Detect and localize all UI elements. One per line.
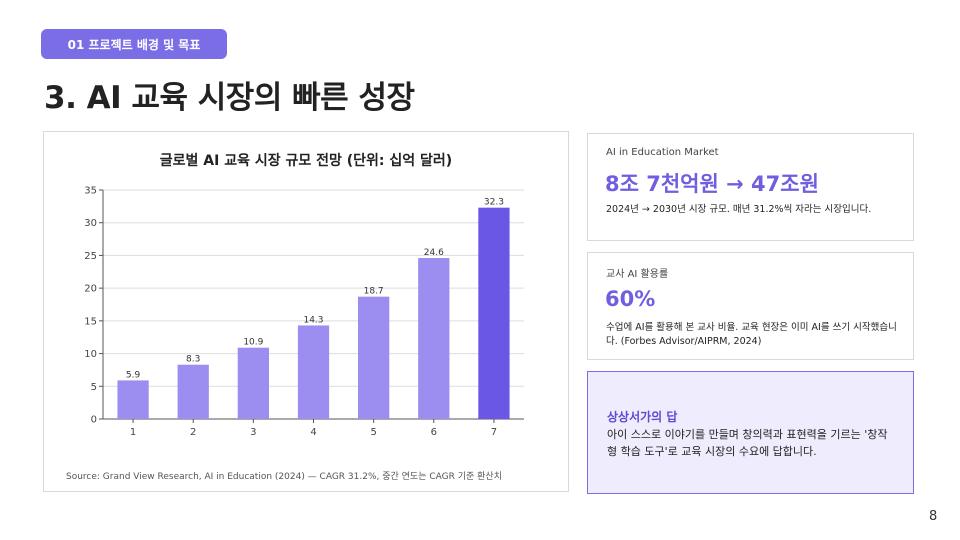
x-tick-label: 6 — [431, 427, 437, 438]
answer-card: 상상서가의 답 아이 스스로 이야기를 만들며 창의력과 표현력을 기르는 '창… — [587, 371, 914, 494]
bar-data-label: 14.3 — [303, 315, 323, 325]
chart-source: Source: Grand View Research, AI in Educa… — [66, 472, 502, 482]
y-tick-label: 5 — [91, 382, 97, 393]
teacher-ai-value: 60% — [605, 287, 656, 311]
bar-data-label: 10.9 — [243, 338, 263, 348]
x-tick-label: 1 — [130, 427, 136, 438]
bar-data-label: 5.9 — [126, 370, 141, 380]
bar-data-label: 8.3 — [186, 355, 200, 365]
bar — [358, 296, 390, 419]
bar — [237, 347, 269, 419]
market-size-card: AI in Education Market 8조 7천억원 → 47조원 20… — [587, 133, 914, 241]
x-tick-label: 7 — [491, 427, 497, 438]
teacher-ai-card: 교사 AI 활용률 60% 수업에 AI를 활용해 본 교사 비율. 교육 현장… — [587, 252, 914, 360]
y-tick-label: 25 — [84, 251, 97, 262]
x-tick-label: 3 — [250, 427, 256, 438]
bar — [418, 258, 450, 419]
answer-title: 상상서가의 답 — [607, 410, 678, 424]
y-tick-label: 35 — [84, 186, 97, 197]
y-tick-label: 10 — [84, 349, 97, 360]
x-tick-label: 5 — [370, 427, 376, 438]
page-number: 8 — [929, 509, 938, 524]
teacher-ai-label: 교사 AI 활용률 — [606, 269, 669, 280]
market-size-value: 8조 7천억원 → 47조원 — [605, 172, 819, 196]
bar — [297, 325, 330, 419]
section-badge: 01 프로젝트 배경 및 목표 — [41, 29, 227, 59]
bar-data-label: 18.7 — [364, 287, 384, 297]
x-tick-label: 2 — [190, 427, 196, 438]
market-size-label: AI in Education Market — [606, 147, 719, 158]
market-size-desc: 2024년 → 2030년 시장 규모. 매년 31.2%씩 자라는 시장입니다… — [606, 204, 872, 215]
bar-data-label: 32.3 — [484, 198, 504, 208]
y-tick-label: 15 — [84, 316, 97, 327]
y-tick-label: 0 — [91, 415, 97, 426]
chart-title: 글로벌 AI 교육 시장 규모 전망 (단위: 십억 달러) — [159, 153, 453, 169]
bar-data-label: 24.6 — [424, 248, 444, 258]
chart-card: 글로벌 AI 교육 시장 규모 전망 (단위: 십억 달러) 0 5 10 15 20 2… — [43, 131, 569, 492]
bar — [117, 380, 149, 419]
y-tick-label: 30 — [84, 218, 97, 229]
slide-title: 3. AI 교육 시장의 빠른 성장 — [44, 80, 415, 116]
x-tick-label: 4 — [310, 427, 316, 438]
y-tick-label: 20 — [84, 284, 97, 295]
teacher-ai-desc: 수업에 AI를 활용해 본 교사 비율. 교육 현장은 이미 AI를 쓰기 시작… — [606, 322, 897, 347]
answer-desc: 아이 스스로 이야기를 만들며 창의력과 표현력을 기르는 '창작형 학습 도구… — [607, 428, 888, 458]
bar — [478, 207, 510, 419]
bar — [177, 364, 209, 419]
bar-chart: 0 5 10 15 20 25 30 35 5.9 1 8.3 2 10.9 3 14.3 4 18.7 5 24.… — [84, 186, 524, 438]
